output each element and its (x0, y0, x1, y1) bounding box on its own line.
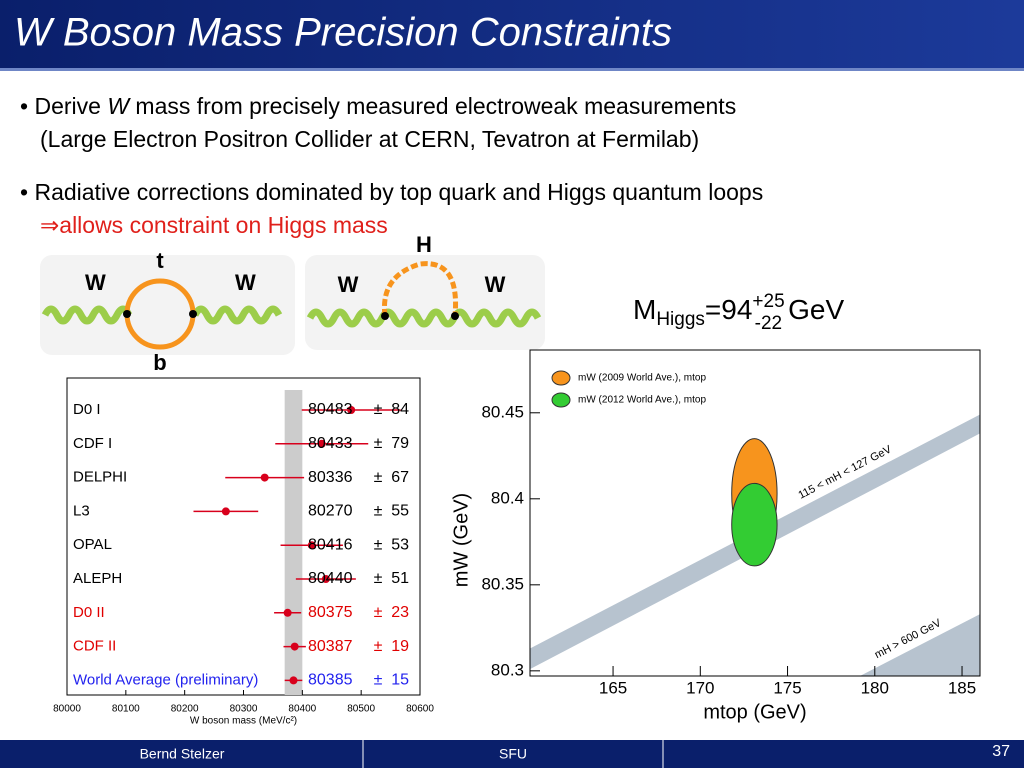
diagram-label: W (485, 272, 506, 297)
plot-area (530, 414, 980, 676)
separator: ± (374, 604, 383, 621)
chart-2-background (455, 350, 980, 735)
value-label: 80440 (308, 570, 353, 587)
value-label: 80385 (308, 672, 353, 689)
error-label: 19 (391, 638, 409, 655)
legend-label: mW (2009 World Ave.), mtop (578, 373, 706, 384)
error-label: 67 (391, 469, 409, 486)
point (317, 439, 326, 448)
chart-1: 80000 80100 80200 80300 80400 80500 80600 W bos… (53, 377, 434, 727)
point (321, 575, 330, 583)
contour (731, 482, 778, 567)
category-label: CDF I (73, 435, 112, 452)
point (289, 676, 298, 685)
error-label: 84 (391, 401, 409, 418)
bullet-1: • Derive W mass from precisely measured … (20, 93, 736, 119)
higgs-mass: MHiggs=94+25 -22 GeV (633, 291, 844, 334)
diagram-label: W (85, 270, 106, 295)
value-label: 80270 (308, 503, 353, 520)
separator: ± (374, 469, 383, 486)
x-tick-label: 185 (948, 678, 976, 697)
average-band (284, 390, 303, 695)
x-tick-label: 80400 (288, 704, 316, 715)
y-tick-label: 80.35 (481, 574, 524, 593)
bullet-2: • Radiative corrections dominated by top… (20, 179, 763, 205)
legend-marker (551, 370, 571, 386)
y-tick-label: 80.45 (481, 402, 524, 421)
error-label: 23 (391, 604, 409, 621)
diagram-label: t (156, 248, 164, 273)
title-bar (0, 0, 1024, 68)
x-tick-label: 80000 (53, 704, 81, 715)
diagram-left: W W t b (40, 248, 295, 375)
diagram-label: H (416, 232, 432, 257)
value-label: 80375 (308, 604, 353, 621)
region (859, 614, 980, 676)
error-label: 79 (391, 435, 409, 452)
x-axis-label: mtop (GeV) (703, 701, 806, 723)
title-rule (0, 68, 1024, 71)
value-label: 80483 (308, 401, 353, 418)
y-tick-label: 80.3 (491, 660, 524, 679)
category-label: CDF II (73, 638, 116, 655)
error-label: 53 (391, 536, 409, 553)
category-label: DELPHI (73, 469, 127, 486)
frame (66, 377, 421, 696)
separator: ± (374, 401, 383, 418)
bullet-2-line2: ⇒allows constraint on Higgs mass (40, 212, 388, 238)
value-label: 80336 (308, 469, 353, 486)
legend-marker (551, 392, 571, 408)
separator: ± (374, 672, 383, 689)
error-label: 55 (391, 503, 409, 520)
footer-institution: SFU (499, 746, 527, 762)
error-label: 51 (391, 570, 409, 587)
category-label: OPAL (73, 536, 112, 553)
separator: ± (374, 536, 383, 553)
error-label: 15 (391, 672, 409, 689)
point (347, 406, 356, 414)
y-axis-label: mW (GeV) (450, 493, 472, 587)
point (290, 642, 299, 651)
diagram-label: b (153, 350, 166, 375)
x-tick-label: 180 (861, 678, 889, 697)
frame (529, 349, 981, 677)
diagram-label: W (235, 270, 256, 295)
x-tick-label: 80300 (230, 704, 258, 715)
point (221, 507, 230, 516)
point (260, 473, 269, 482)
value-label: 80387 (308, 638, 353, 655)
separator: ± (374, 435, 383, 452)
diagram-label: W (338, 272, 359, 297)
x-tick-label: 80100 (112, 704, 140, 715)
separator: ± (374, 638, 383, 655)
value-label: 80416 (308, 536, 353, 553)
footer-bar (0, 740, 1024, 768)
category-label: World Average (preliminary) (73, 671, 258, 688)
value-label: 80433 (308, 435, 353, 452)
x-tick-label: 80600 (406, 704, 434, 715)
x-tick-label: 175 (773, 678, 801, 697)
page-number: 37 (992, 743, 1010, 760)
category-label: L3 (73, 502, 90, 519)
x-axis-label: W boson mass (MeV/c²) (190, 716, 297, 727)
category-label: D0 I (73, 401, 101, 418)
x-tick-label: 165 (599, 678, 627, 697)
title: W Boson Mass Precision Constraints (14, 11, 672, 55)
x-tick-label: 80200 (171, 704, 199, 715)
separator: ± (374, 503, 383, 520)
category-label: ALEPH (73, 570, 122, 587)
point (307, 541, 316, 550)
point (283, 608, 292, 617)
diagram-right: W W H (305, 232, 545, 350)
y-tick-label: 80.4 (491, 488, 524, 507)
bullet-1-line2: (Large Electron Positron Collider at CER… (40, 126, 699, 152)
separator: ± (374, 570, 383, 587)
footer-author: Bernd Stelzer (140, 746, 225, 762)
legend-label: mW (2012 World Ave.), mtop (578, 395, 706, 406)
x-tick-label: 170 (686, 678, 714, 697)
category-label: D0 II (73, 604, 105, 621)
x-tick-label: 80500 (347, 704, 375, 715)
